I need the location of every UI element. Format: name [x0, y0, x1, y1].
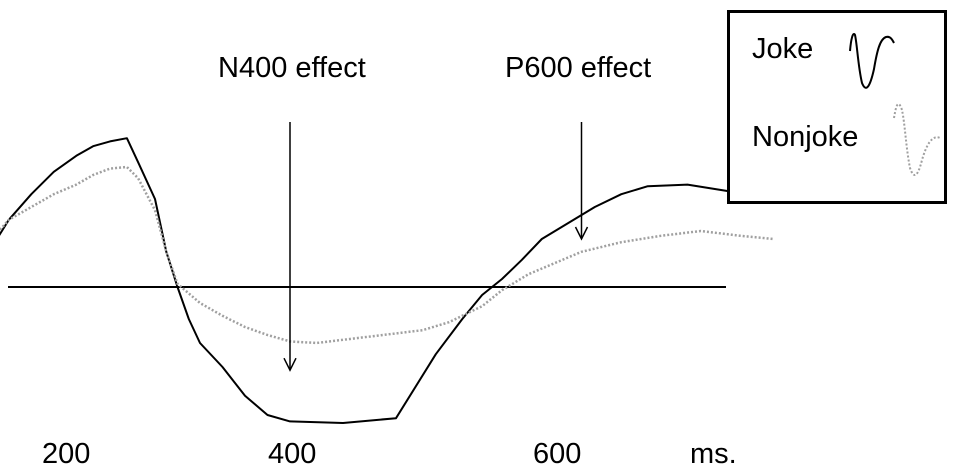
x-tick-200: 200: [42, 438, 91, 470]
series-line-joke: [0, 137, 761, 424]
legend-swatch-joke: [849, 33, 895, 89]
legend-swatch-nonjoke: [893, 103, 941, 176]
series-layer: [0, 137, 774, 424]
x-tick-400: 400: [268, 438, 317, 470]
p600-effect-label: P600 effect: [505, 52, 652, 84]
n400-effect-label: N400 effect: [218, 52, 366, 84]
arrow-layer: [283, 122, 589, 372]
legend-label-joke: Joke: [752, 33, 814, 65]
annotation-arrow-p600: [574, 122, 589, 241]
x-tick-600: 600: [533, 438, 582, 470]
x-axis-unit: ms.: [690, 438, 737, 470]
annotation-arrow-n400: [283, 122, 297, 372]
legend: Joke Nonjoke: [727, 10, 947, 204]
series-line-nonjoke: [0, 165, 774, 345]
legend-label-nonjoke: Nonjoke: [752, 121, 859, 153]
